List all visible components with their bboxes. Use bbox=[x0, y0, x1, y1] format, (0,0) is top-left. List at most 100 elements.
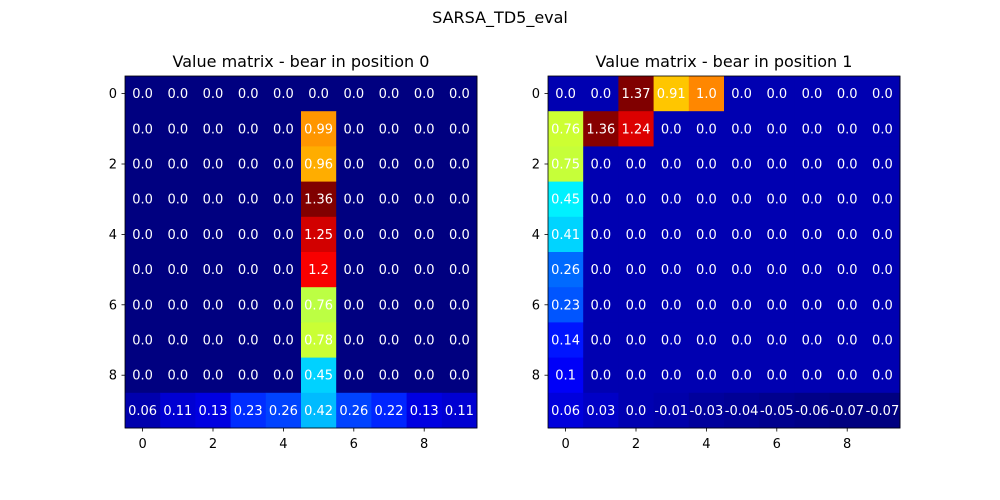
heatmap-cell-label: 0.0 bbox=[626, 334, 647, 349]
heatmap-cell bbox=[583, 216, 619, 253]
heatmap-cell bbox=[759, 181, 795, 218]
x-tick-label: 8 bbox=[420, 437, 428, 452]
heatmap-cell-label: 0.0 bbox=[837, 87, 858, 102]
heatmap-cell-label: -0.03 bbox=[690, 404, 724, 419]
heatmap-cell-label: 0.0 bbox=[590, 158, 611, 173]
heatmap-cell-label: 0.0 bbox=[590, 298, 611, 313]
heatmap-cell bbox=[441, 287, 478, 323]
heatmap-cell-label: 0.0 bbox=[661, 298, 682, 313]
heatmap-cell bbox=[406, 111, 443, 147]
heatmap-cell-label: 0.0 bbox=[731, 369, 752, 384]
heatmap-cell-label: 0.0 bbox=[379, 334, 400, 349]
heatmap-cell-label: 0.0 bbox=[379, 228, 400, 243]
heatmap-cell-label: 0.0 bbox=[132, 334, 153, 349]
heatmap-cell-label: 0.0 bbox=[203, 228, 224, 243]
heatmap-cell bbox=[160, 146, 196, 182]
heatmap-cell bbox=[195, 322, 231, 358]
heatmap-cell-label: 0.0 bbox=[132, 87, 153, 102]
heatmap-cell-label: 0.0 bbox=[273, 369, 294, 384]
heatmap-cell-label: 1.2 bbox=[308, 263, 329, 278]
heatmap-cell bbox=[864, 287, 901, 323]
heatmap-cell-label: 0.13 bbox=[199, 404, 228, 419]
heatmap-cell bbox=[583, 357, 619, 394]
heatmap-cell bbox=[759, 76, 795, 112]
heatmap-cell-label: 0.0 bbox=[661, 228, 682, 243]
heatmap-cell bbox=[583, 392, 619, 429]
heatmap-cell bbox=[230, 111, 267, 147]
heatmap-cell-label: 0.0 bbox=[167, 193, 188, 208]
heatmap-cell-label: 1.25 bbox=[304, 228, 333, 243]
heatmap-cell bbox=[265, 76, 302, 112]
heatmap-cell-label: 0.0 bbox=[379, 263, 400, 278]
heatmap-cell bbox=[548, 216, 584, 253]
heatmap-cell-label: 0.0 bbox=[555, 87, 576, 102]
heatmap-cell bbox=[583, 252, 619, 288]
heatmap-cell bbox=[125, 111, 161, 147]
heatmap-cell-label: 0.03 bbox=[586, 404, 615, 419]
heatmap-cell-label: 0.0 bbox=[731, 298, 752, 313]
heatmap-cell bbox=[759, 322, 795, 358]
heatmap-cell bbox=[441, 357, 478, 394]
heatmap-cell bbox=[794, 111, 830, 147]
heatmap-cell-label: 0.45 bbox=[304, 369, 333, 384]
heatmap-cell-label: 0.0 bbox=[379, 369, 400, 384]
heatmap-cell bbox=[548, 252, 584, 288]
heatmap-cell-label: 0.0 bbox=[661, 369, 682, 384]
heatmap-cell-label: 0.0 bbox=[238, 298, 259, 313]
heatmap-cell bbox=[160, 181, 196, 218]
heatmap-cell bbox=[230, 76, 267, 112]
heatmap-cell-label: 0.0 bbox=[661, 263, 682, 278]
heatmap-cell bbox=[406, 76, 443, 112]
heatmap-cell bbox=[301, 76, 337, 112]
heatmap-cell bbox=[160, 76, 196, 112]
heatmap-cell-label: 0.0 bbox=[837, 263, 858, 278]
heatmap-cell bbox=[125, 357, 161, 394]
heatmap-cell bbox=[301, 181, 337, 218]
heatmap-cell bbox=[864, 111, 901, 147]
heatmap-cell-label: 0.0 bbox=[802, 87, 823, 102]
heatmap-cell bbox=[406, 252, 443, 288]
heatmap-cell-label: 0.0 bbox=[696, 122, 717, 137]
heatmap-cell-label: 0.0 bbox=[132, 298, 153, 313]
heatmap-cell-label: 0.0 bbox=[203, 334, 224, 349]
heatmap-cell-label: 0.14 bbox=[551, 334, 580, 349]
heatmap-cell-label: 1.36 bbox=[586, 122, 615, 137]
heatmap-cell bbox=[688, 111, 725, 147]
y-tick-label: 4 bbox=[109, 228, 117, 243]
heatmap-cell-label: 0.0 bbox=[766, 122, 787, 137]
heatmap-cell bbox=[371, 392, 407, 429]
heatmap-cell bbox=[653, 252, 690, 288]
heatmap-cell-label: 0.0 bbox=[273, 263, 294, 278]
heatmap-cell bbox=[688, 392, 725, 429]
heatmap-cell-label: 0.0 bbox=[132, 122, 153, 137]
heatmap-cell bbox=[759, 216, 795, 253]
heatmap-cell-label: 0.0 bbox=[379, 298, 400, 313]
heatmap-cell bbox=[230, 181, 267, 218]
heatmap-cell-label: 0.0 bbox=[449, 158, 470, 173]
heatmap-cell bbox=[829, 252, 866, 288]
heatmap-title: Value matrix - bear in position 1 bbox=[596, 52, 853, 71]
heatmap-cell bbox=[759, 357, 795, 394]
heatmap-cell-label: 0.0 bbox=[343, 122, 364, 137]
y-tick-label: 4 bbox=[532, 228, 540, 243]
heatmap-cell bbox=[583, 322, 619, 358]
heatmap-cell-label: 0.0 bbox=[626, 263, 647, 278]
heatmap-cell-label: 0.0 bbox=[273, 122, 294, 137]
heatmap-cell bbox=[759, 146, 795, 182]
heatmap-cell bbox=[125, 392, 161, 429]
heatmap-cell-label: 0.42 bbox=[304, 404, 333, 419]
heatmap-cell bbox=[371, 76, 407, 112]
heatmap-cell-label: 0.0 bbox=[167, 87, 188, 102]
heatmap-cell-label: 0.0 bbox=[414, 158, 435, 173]
x-tick-label: 8 bbox=[843, 437, 851, 452]
heatmap-cell-label: 0.0 bbox=[238, 158, 259, 173]
heatmap-cell bbox=[724, 287, 760, 323]
heatmap-cell bbox=[724, 111, 760, 147]
heatmap-cell bbox=[864, 181, 901, 218]
heatmap-cell-label: 0.0 bbox=[872, 87, 893, 102]
heatmap-cell bbox=[371, 252, 407, 288]
heatmap-cell-label: 0.0 bbox=[203, 369, 224, 384]
heatmap-cell bbox=[160, 216, 196, 253]
heatmap-cell bbox=[301, 252, 337, 288]
x-tick-label: 6 bbox=[773, 437, 781, 452]
